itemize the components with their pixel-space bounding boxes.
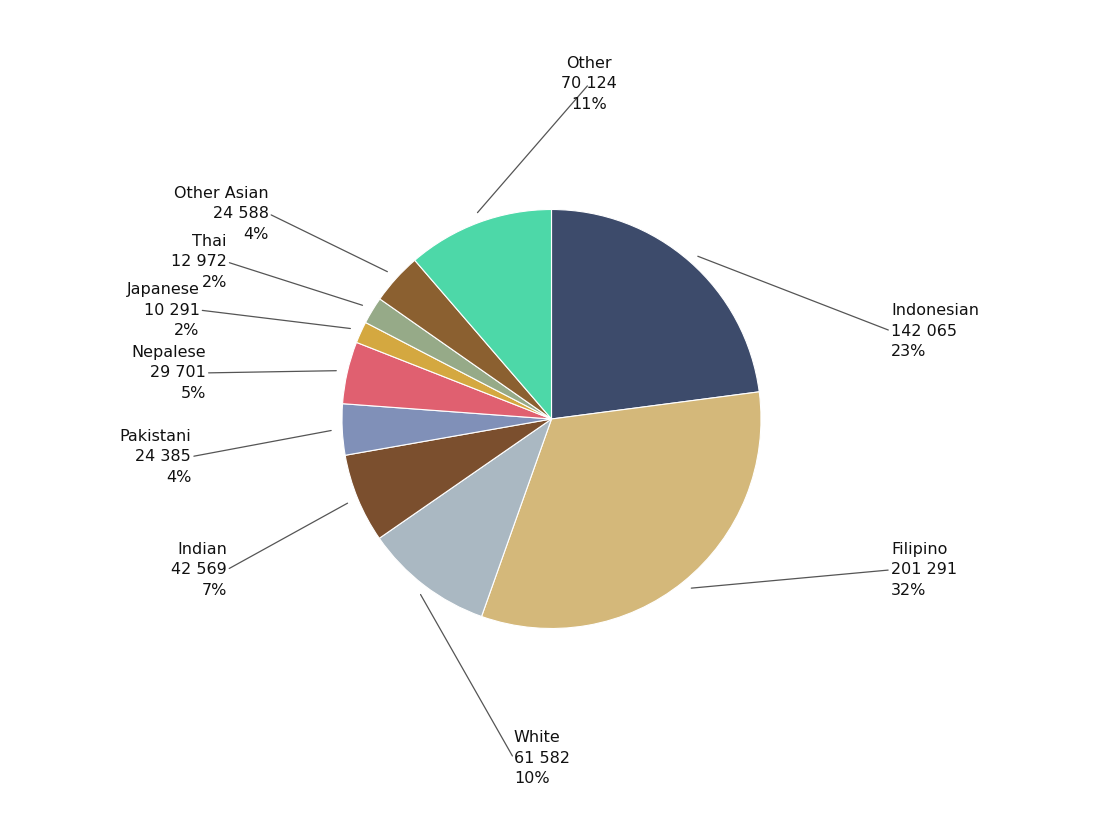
Wedge shape: [482, 392, 761, 628]
Text: Other
70 124
11%: Other 70 124 11%: [561, 56, 618, 111]
Wedge shape: [365, 299, 552, 419]
Text: Japanese
10 291
2%: Japanese 10 291 2%: [127, 282, 200, 338]
Text: Other Asian
24 588
4%: Other Asian 24 588 4%: [174, 186, 269, 241]
Wedge shape: [379, 261, 552, 419]
Text: Indonesian
142 065
23%: Indonesian 142 065 23%: [891, 303, 978, 359]
Wedge shape: [343, 343, 552, 419]
Text: White
61 582
10%: White 61 582 10%: [514, 731, 570, 786]
Text: Nepalese
29 701
5%: Nepalese 29 701 5%: [131, 345, 206, 401]
Wedge shape: [415, 210, 552, 419]
Text: Pakistani
24 385
4%: Pakistani 24 385 4%: [119, 429, 191, 484]
Wedge shape: [356, 323, 552, 419]
Text: Thai
12 972
2%: Thai 12 972 2%: [171, 234, 227, 290]
Wedge shape: [345, 419, 552, 538]
Text: Indian
42 569
7%: Indian 42 569 7%: [171, 542, 227, 597]
Text: Filipino
201 291
32%: Filipino 201 291 32%: [891, 542, 957, 597]
Wedge shape: [552, 210, 759, 419]
Wedge shape: [342, 404, 552, 455]
Wedge shape: [379, 419, 552, 617]
